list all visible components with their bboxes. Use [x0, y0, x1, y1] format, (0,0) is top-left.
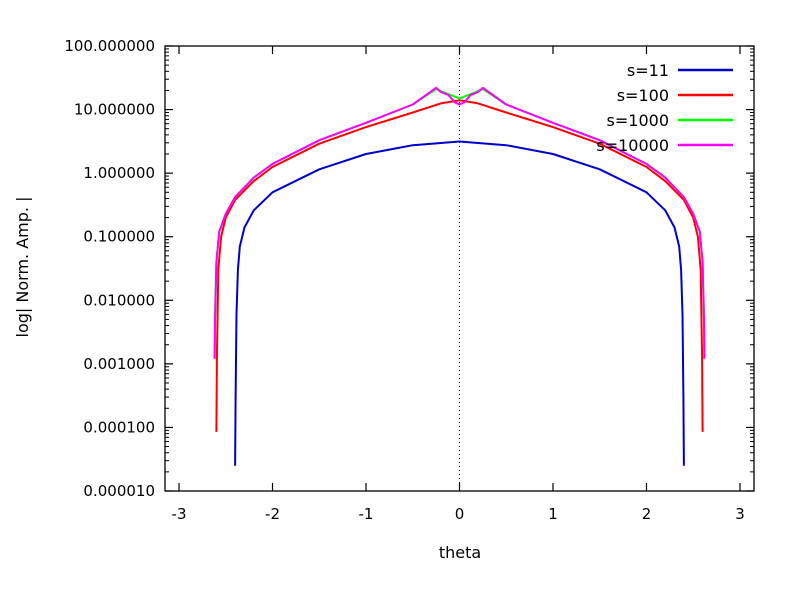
legend-label-s=11: s=11: [627, 61, 669, 80]
series-line-s=11: [234, 140, 685, 466]
legend-label-s=100: s=100: [617, 86, 669, 105]
y-tick-label: 0.010000: [83, 291, 155, 309]
x-tick-label: 1: [548, 505, 558, 523]
x-tick-label: 3: [735, 505, 745, 523]
y-axis-label: log| Norm. Amp. |: [13, 197, 32, 338]
y-tick-label: 10.000000: [74, 101, 155, 119]
series-lines: [213, 86, 706, 466]
x-tick-label: -2: [265, 505, 280, 523]
axis-ticks: -3 -2 -1 0 1 2 3 0.000010 0.000100 0.001000 0.0100…: [64, 37, 754, 523]
x-tick-label: 0: [455, 505, 465, 523]
legend-label-s=1000: s=1000: [607, 111, 669, 130]
y-tick-label: 0.000010: [83, 482, 155, 500]
x-axis-label: theta: [439, 543, 481, 562]
y-tick-label: 1.000000: [83, 164, 155, 182]
x-tick-label: -1: [359, 505, 374, 523]
y-tick-label: 0.000100: [83, 418, 155, 436]
series-line-s=100: [215, 99, 704, 432]
x-tick-label: 2: [642, 505, 652, 523]
y-tick-label: 0.001000: [83, 355, 155, 373]
y-tick-label: 0.100000: [83, 228, 155, 246]
series-line-s=10000: [213, 86, 706, 359]
legend-label-s=10000: s=10000: [596, 136, 669, 155]
y-tick-label: 100.000000: [64, 37, 155, 55]
x-tick-label: -3: [172, 505, 187, 523]
legend: s=11 s=100 s=1000 s=10000: [596, 61, 733, 155]
